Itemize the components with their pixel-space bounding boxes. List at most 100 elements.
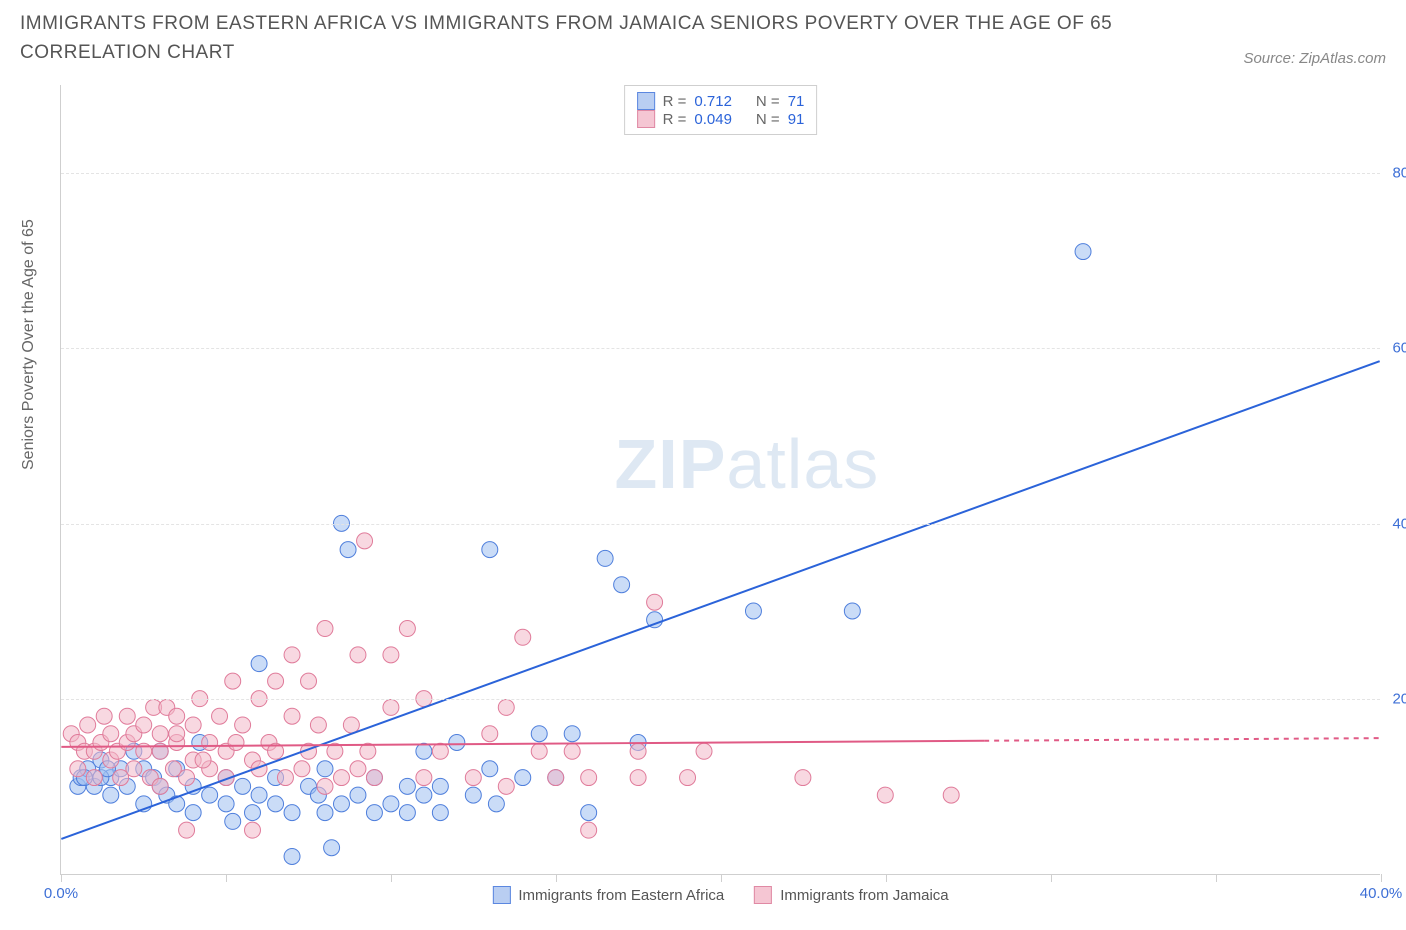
data-point: [202, 735, 218, 751]
data-point: [324, 840, 340, 856]
gridline: [61, 699, 1380, 700]
y-axis-label: Seniors Poverty Over the Age of 65: [20, 219, 38, 470]
data-point: [630, 743, 646, 759]
data-point: [251, 656, 267, 672]
x-tick: [391, 874, 392, 882]
trend-line: [61, 361, 1379, 839]
data-point: [1075, 244, 1091, 260]
data-point: [185, 717, 201, 733]
legend-row-pink: R = 0.049 N = 91: [637, 110, 805, 128]
swatch-pink: [754, 886, 772, 904]
correlation-legend: R = 0.712 N = 71 R = 0.049 N = 91: [624, 85, 818, 135]
x-tick: [556, 874, 557, 882]
data-point: [548, 770, 564, 786]
legend-label: Immigrants from Jamaica: [780, 887, 948, 904]
gridline: [61, 348, 1380, 349]
data-point: [366, 805, 382, 821]
r-value: 0.712: [694, 93, 732, 110]
chart-plot-area: R = 0.712 N = 71 R = 0.049 N = 91 ZIPatl…: [60, 85, 1380, 875]
data-point: [202, 787, 218, 803]
data-point: [366, 770, 382, 786]
data-point: [498, 778, 514, 794]
trend-line-extrapolated: [984, 738, 1379, 741]
data-point: [482, 726, 498, 742]
data-point: [284, 805, 300, 821]
data-point: [432, 743, 448, 759]
data-point: [795, 770, 811, 786]
data-point: [152, 726, 168, 742]
data-point: [284, 848, 300, 864]
data-point: [225, 813, 241, 829]
y-tick-label: 40.0%: [1392, 515, 1406, 532]
data-point: [488, 796, 504, 812]
x-tick: [1216, 874, 1217, 882]
x-tick: [721, 874, 722, 882]
data-point: [235, 717, 251, 733]
data-point: [531, 743, 547, 759]
data-point: [294, 761, 310, 777]
data-point: [416, 787, 432, 803]
data-point: [844, 603, 860, 619]
data-point: [745, 603, 761, 619]
data-point: [212, 708, 228, 724]
legend-item-eastern-africa: Immigrants from Eastern Africa: [492, 886, 724, 904]
data-point: [482, 542, 498, 558]
data-point: [251, 787, 267, 803]
data-point: [179, 770, 195, 786]
data-point: [228, 735, 244, 751]
r-label: R =: [663, 93, 687, 110]
series-legend: Immigrants from Eastern Africa Immigrant…: [492, 886, 948, 904]
data-point: [449, 735, 465, 751]
legend-label: Immigrants from Eastern Africa: [518, 887, 724, 904]
data-point: [136, 717, 152, 733]
data-point: [185, 805, 201, 821]
data-point: [399, 621, 415, 637]
data-point: [277, 770, 293, 786]
data-point: [383, 796, 399, 812]
data-point: [581, 805, 597, 821]
data-point: [350, 761, 366, 777]
data-point: [383, 699, 399, 715]
data-point: [103, 726, 119, 742]
x-tick: [1381, 874, 1382, 882]
swatch-blue: [637, 92, 655, 110]
chart-title: IMMIGRANTS FROM EASTERN AFRICA VS IMMIGR…: [20, 10, 1120, 67]
data-point: [581, 822, 597, 838]
data-point: [317, 778, 333, 794]
data-point: [317, 805, 333, 821]
data-point: [465, 787, 481, 803]
data-point: [333, 796, 349, 812]
data-point: [86, 770, 102, 786]
data-point: [310, 717, 326, 733]
data-point: [432, 778, 448, 794]
n-value: 91: [788, 111, 805, 128]
data-point: [498, 699, 514, 715]
data-point: [268, 796, 284, 812]
data-point: [119, 708, 135, 724]
data-point: [399, 805, 415, 821]
x-tick: [61, 874, 62, 882]
r-value: 0.049: [694, 111, 732, 128]
data-point: [340, 542, 356, 558]
gridline: [61, 173, 1380, 174]
data-point: [245, 805, 261, 821]
data-point: [317, 621, 333, 637]
data-point: [333, 770, 349, 786]
data-point: [581, 770, 597, 786]
data-point: [416, 743, 432, 759]
data-point: [432, 805, 448, 821]
legend-row-blue: R = 0.712 N = 71: [637, 92, 805, 110]
data-point: [169, 708, 185, 724]
x-tick: [226, 874, 227, 882]
data-point: [399, 778, 415, 794]
y-tick-label: 80.0%: [1392, 164, 1406, 181]
data-point: [614, 577, 630, 593]
data-point: [482, 761, 498, 777]
data-point: [284, 647, 300, 663]
data-point: [126, 761, 142, 777]
swatch-blue: [492, 886, 510, 904]
swatch-pink: [637, 110, 655, 128]
x-tick: [886, 874, 887, 882]
data-point: [103, 787, 119, 803]
legend-item-jamaica: Immigrants from Jamaica: [754, 886, 948, 904]
